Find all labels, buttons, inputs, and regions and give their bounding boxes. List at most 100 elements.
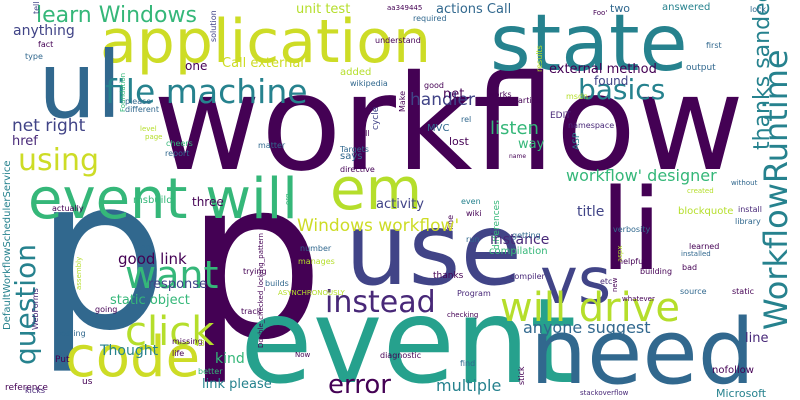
cloud-word: found (594, 74, 629, 88)
cloud-word: anyone suggest (523, 318, 651, 337)
cloud-word: verbosity (613, 225, 651, 234)
cloud-word: namespace (568, 121, 615, 130)
cloud-word: lost (449, 135, 469, 148)
cloud-word: cycle (371, 106, 381, 130)
cloud-word: p (185, 132, 325, 388)
cloud-word: p (35, 132, 169, 377)
cloud-word: rel (461, 115, 472, 124)
cloud-word: track (241, 307, 262, 316)
cloud-word: assembly (75, 256, 83, 290)
cloud-word: multiple (436, 376, 502, 395)
cloud-word: kicks (25, 386, 46, 395)
cloud-word: number (300, 244, 332, 253)
cloud-word: trying (243, 267, 267, 276)
cloud-word: kind (215, 351, 245, 367)
cloud-word: org (284, 193, 292, 205)
cloud-word: diagnostic (380, 351, 422, 360)
cloud-word: even (461, 197, 481, 206)
cloud-word: compilation (489, 246, 548, 257)
cloud-word: actions Call (436, 2, 512, 17)
cloud-word: install (738, 205, 762, 214)
cloud-word: works (488, 90, 512, 99)
cloud-word: line (745, 331, 769, 346)
cloud-word: checking (447, 311, 479, 319)
cloud-word: net (443, 87, 465, 102)
cloud-word: first (706, 41, 722, 50)
cloud-word: two (610, 2, 631, 15)
cloud-word: unit test (296, 2, 351, 17)
cloud-word: library (735, 217, 761, 226)
cloud-word: event will (28, 167, 298, 232)
cloud-word: type (25, 52, 43, 61)
cloud-word: state (490, 0, 688, 89)
cloud-word: handler (410, 90, 475, 110)
cloud-word: learn Windows (36, 3, 197, 28)
cloud-word: whatever (622, 295, 655, 303)
cloud-word: workflow' designer (566, 166, 717, 185)
cloud-word: static object (110, 293, 190, 308)
cloud-word: Call external (222, 56, 304, 71)
cloud-word: fact (38, 40, 54, 49)
cloud-word: vs (540, 245, 612, 319)
cloud-word: tell (32, 1, 41, 14)
cloud-word: MVC (427, 123, 450, 134)
cloud-word: helpful (618, 257, 646, 266)
cloud-word: wiki (466, 209, 482, 218)
cloud-word: ul (38, 32, 122, 139)
cloud-word: static (732, 287, 754, 296)
cloud-word: instance (490, 232, 550, 248)
cloud-word: learned (689, 242, 720, 251)
cloud-word: better (198, 367, 223, 376)
cloud-word: wikipedia (350, 79, 388, 88)
cloud-word: compiler (510, 272, 545, 281)
cloud-word: Foo' (593, 9, 608, 17)
cloud-word: builds (265, 279, 289, 288)
cloud-word: em (330, 155, 423, 223)
cloud-word: says (340, 151, 363, 162)
cloud-word: level (140, 125, 157, 133)
cloud-word: etc (600, 277, 613, 286)
cloud-word: installed (681, 250, 711, 258)
cloud-word: msbuild (133, 195, 173, 206)
cloud-word: new (611, 277, 619, 292)
cloud-word: one (185, 59, 208, 73)
cloud-word: please (125, 97, 152, 106)
cloud-word: cheers (166, 139, 193, 148)
cloud-word: li (600, 166, 663, 296)
cloud-word: name (509, 153, 527, 160)
cloud-word: ASYNCHRONOUSLY (278, 289, 345, 297)
cloud-word: title (577, 204, 605, 220)
cloud-word: stackoverflow (580, 389, 629, 397)
cloud-word: added (340, 67, 372, 78)
cloud-word: directive (340, 165, 375, 174)
cloud-word: results (535, 45, 544, 72)
cloud-word: external method (549, 62, 657, 77)
cloud-word: required (413, 14, 447, 23)
cloud-word: instead (325, 285, 436, 320)
cloud-word: need (530, 300, 755, 400)
cloud-word: EDIT (550, 111, 571, 121)
cloud-word: understand (375, 36, 421, 45)
cloud-word: ASP (572, 132, 582, 150)
cloud-word: life (172, 349, 185, 358)
cloud-word: getting (512, 231, 541, 240)
cloud-word: manages (298, 257, 335, 266)
cloud-word: solution (209, 10, 218, 42)
cloud-word: three (192, 195, 224, 209)
cloud-word: Now (295, 351, 311, 359)
cloud-word: basics (578, 73, 666, 106)
cloud-word: Microsoft (716, 387, 767, 400)
cloud-word: file machine (105, 72, 308, 111)
cloud-word: nofollow (712, 365, 754, 376)
cloud-word: thanks sandeep (750, 0, 775, 150)
cloud-word: listen (490, 118, 539, 139)
cloud-word: output (686, 63, 716, 73)
cloud-word: workflow (153, 47, 745, 201)
cloud-word: link please (202, 377, 272, 392)
cloud-word: missing (172, 337, 203, 346)
cloud-word: good (424, 81, 444, 90)
cloud-word: null (355, 129, 370, 138)
cloud-word: different (125, 105, 159, 114)
cloud-word: Targets (340, 145, 369, 154)
